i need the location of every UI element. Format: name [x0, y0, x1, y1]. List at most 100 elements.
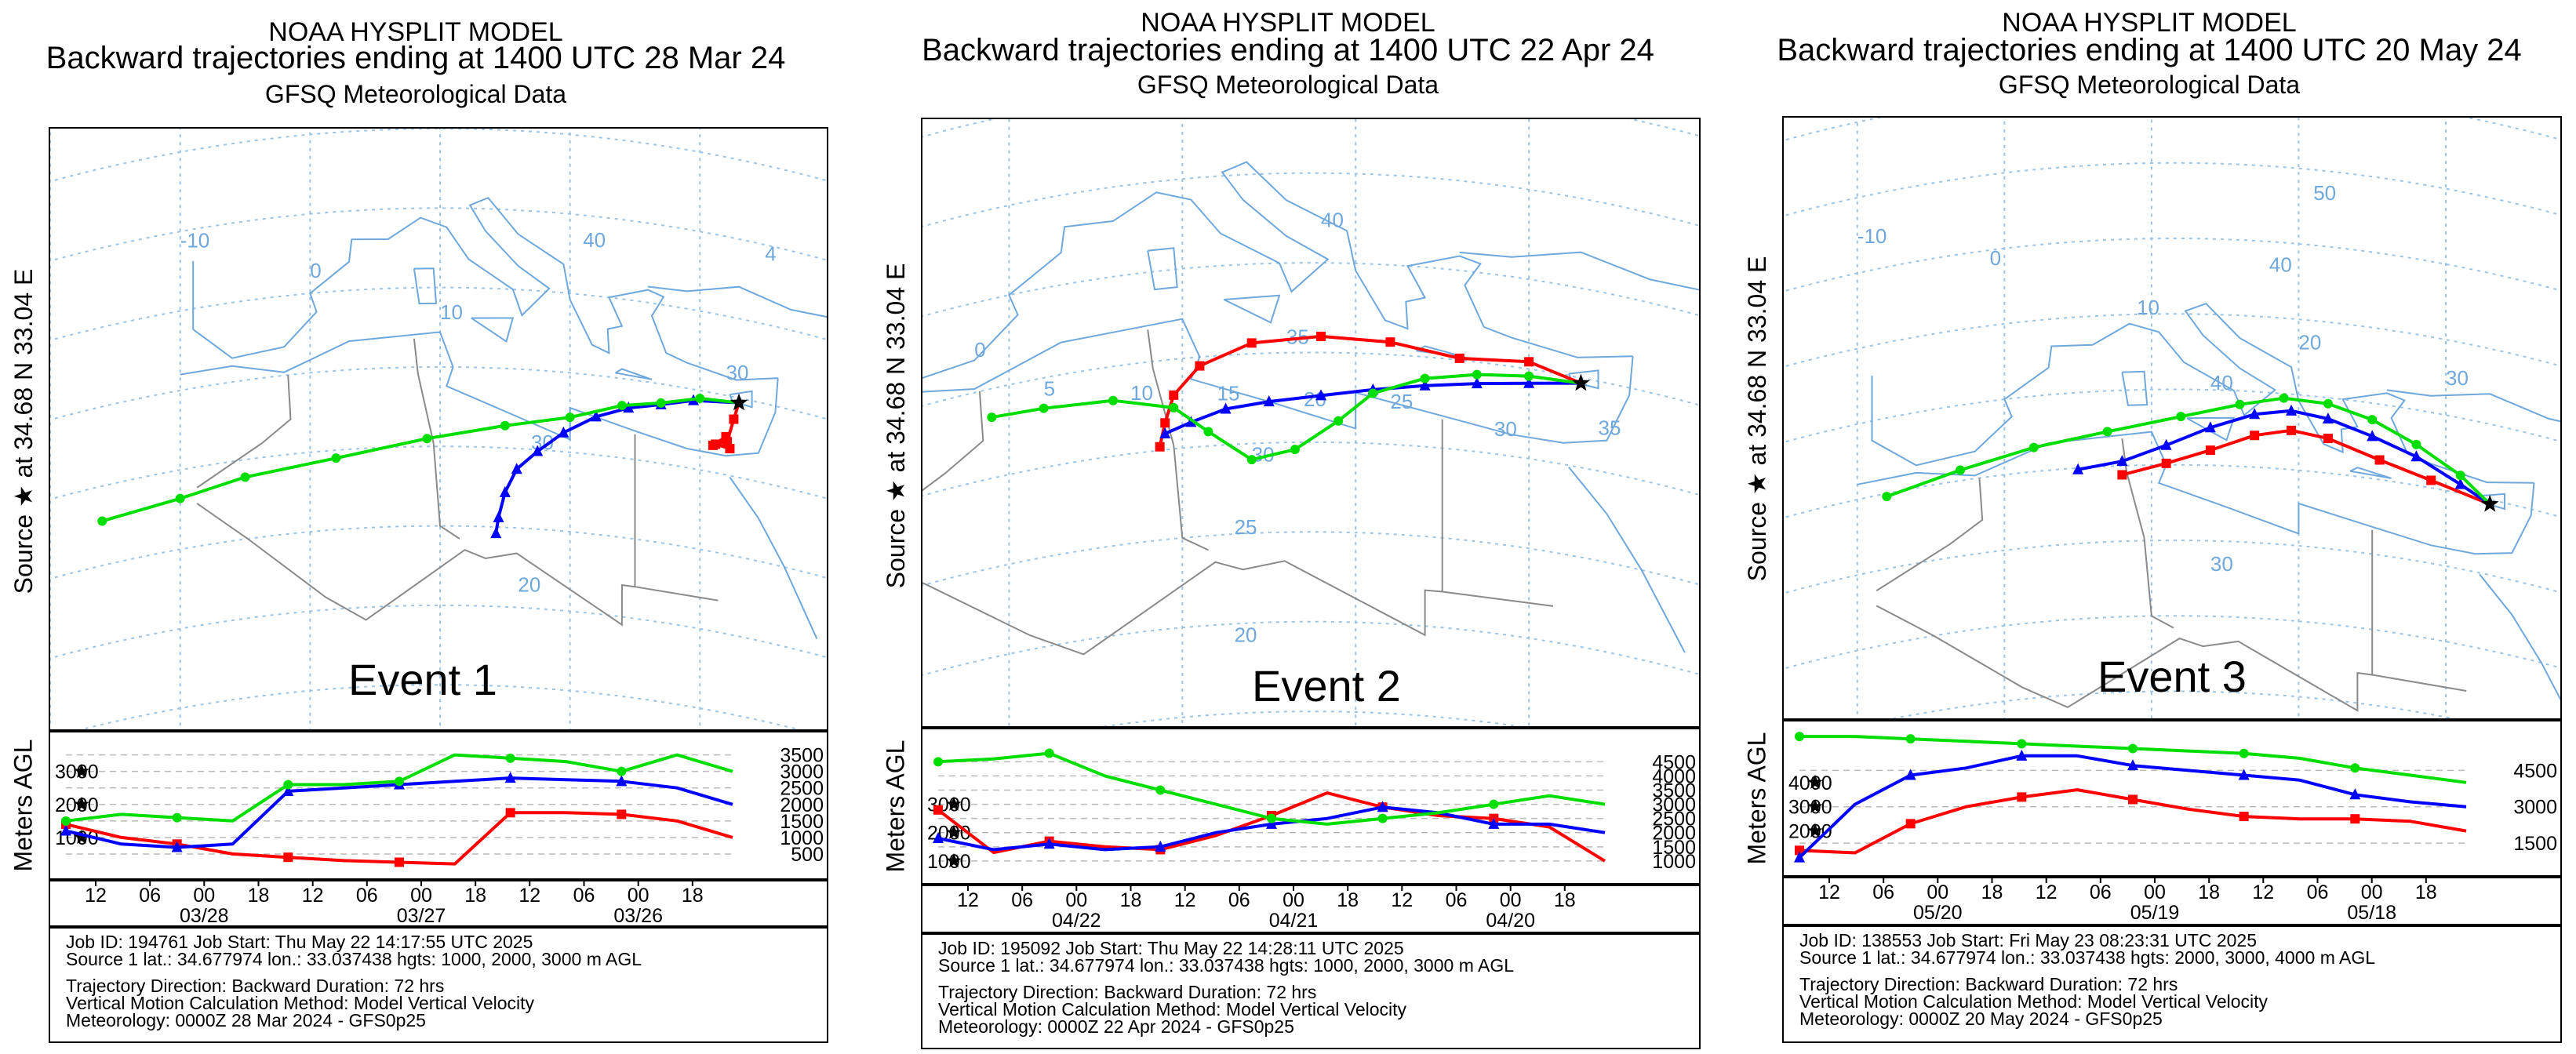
blue-trajectory-point: [490, 527, 502, 539]
red-trajectory-point: [1246, 338, 1257, 348]
red-trajectory-point: [1524, 357, 1534, 367]
map-canvas: 45400510153520253030352520: [922, 119, 1699, 726]
graticule-parallel: [50, 129, 827, 183]
model-title: NOAA HYSPLIT MODEL: [1141, 8, 1435, 38]
green-height-point: [2239, 748, 2249, 758]
date-label: 03/27: [397, 905, 446, 927]
blue-trajectory-point: [2367, 430, 2378, 442]
graticule-label: 25: [1390, 390, 1413, 413]
blue-height-point: [1266, 817, 1277, 829]
time-tick-label: 06: [1011, 889, 1033, 911]
blue-trajectory-point: [1315, 389, 1327, 401]
red-trajectory-point: [1316, 331, 1326, 341]
date-label: 04/22: [1052, 910, 1101, 932]
time-axis-canvas: 12 06 00 18 12 06 00 18 12 06 00 18 04/22 04/21 04/20: [957, 886, 1576, 932]
coastline: [729, 390, 753, 409]
graticule-parallel: [78, 684, 802, 729]
coastline: [180, 331, 779, 457]
date-label: 04/20: [1486, 910, 1535, 932]
green-trajectory-point: [1333, 416, 1344, 426]
country-border: [413, 338, 435, 444]
source-label-box: Source ★ at 34.68 N 33.04 E: [0, 125, 47, 737]
red-trajectory-point: [2287, 425, 2297, 435]
graticule-label: 40: [2269, 253, 2292, 277]
job-info-box: Job ID: 195092 Job Start: Thu May 22 14:…: [921, 933, 1701, 1049]
time-axis: 12 06 00 18 12 06 00 18 12 06 00 18 03/28 03/27 03/26: [49, 880, 828, 927]
time-tick-label: 06: [1872, 881, 1894, 903]
met-data-label: GFSQ Meteorological Data: [1137, 71, 1439, 99]
green-trajectory-point: [2028, 442, 2039, 452]
graticule-label: 40: [1321, 208, 1344, 231]
green-height-point: [395, 776, 404, 787]
coastline: [1568, 466, 1686, 653]
green-trajectory-point: [175, 493, 185, 503]
start-height-star-icon: [1807, 774, 1823, 789]
info-line-meteorology: Meteorology: 0000Z 28 Mar 2024 - GFS0p25: [66, 1010, 426, 1030]
blue-trajectory-point: [2286, 404, 2298, 416]
date-label: 05/20: [1913, 902, 1963, 924]
blue-trajectory-line: [494, 398, 740, 534]
green-trajectory-point: [2102, 427, 2112, 437]
graticule-label: 15: [1217, 382, 1240, 405]
graticule-label: 35: [1599, 416, 1621, 440]
start-height-star-icon: [946, 824, 962, 839]
time-tick-label: 18: [2415, 881, 2437, 903]
graticule-label: 25: [1235, 515, 1257, 539]
graticule-label: 0: [310, 259, 321, 282]
green-height-point: [1795, 732, 1804, 742]
trajectory-map: -10 0 10 40 30 30 20 4 Event 1: [49, 127, 828, 731]
date-label: 05/18: [2347, 902, 2396, 924]
right-tick-label: 1000: [1652, 851, 1696, 873]
blue-height-point: [2349, 788, 2361, 800]
time-tick-label: 06: [2307, 881, 2329, 903]
country-border: [432, 443, 460, 540]
start-height-star-icon: [74, 829, 89, 844]
green-trajectory-point: [500, 420, 510, 431]
height-axis-label: Meters AGL: [881, 740, 910, 873]
green-trajectory-point: [1420, 373, 1430, 383]
green-height-point: [2128, 743, 2138, 754]
red-trajectory-point: [2205, 445, 2215, 456]
time-tick-label: 18: [464, 885, 486, 907]
red-height-point: [505, 808, 515, 818]
red-height-point: [2128, 794, 2138, 805]
coastline: [2479, 573, 2560, 701]
green-trajectory-point: [2455, 471, 2465, 481]
time-tick-label: 12: [2252, 881, 2274, 903]
red-height-point: [2350, 814, 2360, 824]
graticule-parallel: [50, 207, 827, 262]
graticule-parallel: [50, 286, 827, 342]
time-tick-label: 06: [573, 885, 595, 907]
graticule-label: -10: [180, 229, 210, 253]
start-height-star-icon: [74, 796, 89, 811]
time-tick-label: 18: [1981, 881, 2003, 903]
blue-height-point: [504, 772, 516, 783]
height-axis-label: Meters AGL: [9, 739, 38, 872]
right-tick-label: 3500: [780, 745, 824, 767]
right-tick-label: 2500: [780, 778, 824, 800]
blue-height-point: [2016, 749, 2028, 761]
time-tick-label: 00: [628, 885, 649, 907]
red-height-point: [1795, 845, 1804, 856]
graticule-label: 20: [1235, 623, 1257, 646]
info-line-meteorology: Meteorology: 0000Z 20 May 2024 - GFS0p25: [1799, 1009, 2163, 1029]
green-trajectory-point: [656, 398, 666, 408]
green-trajectory-point: [2176, 412, 2186, 422]
source-label: Source ★ at 34.68 N 33.04 E: [882, 263, 910, 589]
source-label-box: Source ★ at 34.68 N 33.04 E: [1734, 114, 1781, 723]
red-trajectory-point: [1155, 442, 1165, 452]
right-tick-label: 2000: [780, 794, 824, 816]
job-info-box: Job ID: 194761 Job Start: Thu May 22 14:…: [49, 927, 828, 1043]
graticule-label: 20: [518, 572, 540, 596]
green-height-point: [505, 753, 515, 763]
graticule-parallel: [922, 620, 1699, 676]
green-height-point: [172, 812, 182, 823]
green-trajectory-point: [565, 413, 575, 423]
info-line-direction: Trajectory Direction: Backward Duration:…: [66, 976, 445, 996]
graticule-label: 30: [2210, 552, 2233, 576]
blue-trajectory-point: [511, 463, 522, 474]
panel-event-1: NOAA HYSPLIT MODEL Backward trajectories…: [0, 0, 831, 1054]
